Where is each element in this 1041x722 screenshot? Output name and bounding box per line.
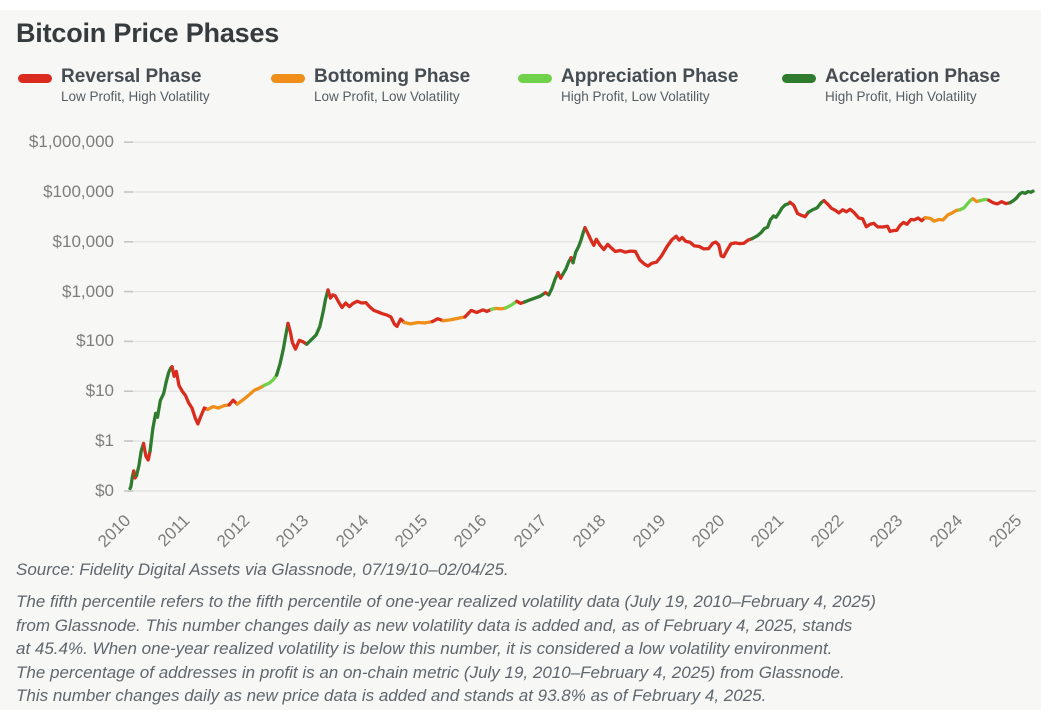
footnote-line: This number changes daily as new price d… <box>16 686 767 705</box>
legend-sublabel: Low Profit, High Volatility <box>61 89 210 104</box>
legend: Reversal Phase Low Profit, High Volatili… <box>0 66 1041 118</box>
legend-item-reversal-phase: Reversal Phase Low Profit, High Volatili… <box>18 66 210 105</box>
legend-label: Reversal Phase <box>61 66 202 87</box>
appreciation-phase-swatch-icon <box>518 74 552 83</box>
legend-label: Bottoming Phase <box>314 66 471 87</box>
y-axis-label: $1,000,000 <box>28 132 114 152</box>
legend-item-bottoming-phase: Bottoming Phase Low Profit, Low Volatili… <box>271 66 470 105</box>
legend-item-acceleration-phase: Acceleration Phase High Profit, High Vol… <box>782 66 1000 105</box>
source-note: Source: Fidelity Digital Assets via Glas… <box>16 560 509 579</box>
legend-item-appreciation-phase: Appreciation Phase High Profit, Low Vola… <box>518 66 738 105</box>
bottoming-phase-swatch-icon <box>271 74 305 83</box>
y-axis-label: $10 <box>85 381 114 401</box>
reversal-phase-swatch-icon <box>18 74 52 83</box>
page-title: Bitcoin Price Phases <box>16 18 280 48</box>
legend-sublabel: High Profit, High Volatility <box>825 89 977 104</box>
legend-label: Acceleration Phase <box>825 66 1001 87</box>
y-axis-label: $100,000 <box>43 182 114 201</box>
legend-sublabel: High Profit, Low Volatility <box>561 89 710 104</box>
legend-label: Appreciation Phase <box>561 66 739 87</box>
legend-sublabel: Low Profit, Low Volatility <box>314 89 460 104</box>
footnote: The fifth percentile refers to the fifth… <box>16 590 1031 708</box>
footnote-line: at 45.4%. When one-year realized volatil… <box>16 639 833 658</box>
footnote-line: The percentage of addresses in profit is… <box>16 662 845 682</box>
footnote-line: from Glassnode. This number changes dail… <box>16 615 853 635</box>
y-axis-label: $1,000 <box>62 281 114 301</box>
y-axis-label: $10,000 <box>52 231 114 251</box>
y-axis-label: $1 <box>95 431 114 450</box>
y-axis-label: $100 <box>76 331 114 351</box>
y-axis-label: $0 <box>95 481 114 500</box>
chart-background <box>0 10 1041 710</box>
acceleration-phase-swatch-icon <box>782 74 816 83</box>
footnote-line: The fifth percentile refers to the fifth… <box>16 592 876 611</box>
